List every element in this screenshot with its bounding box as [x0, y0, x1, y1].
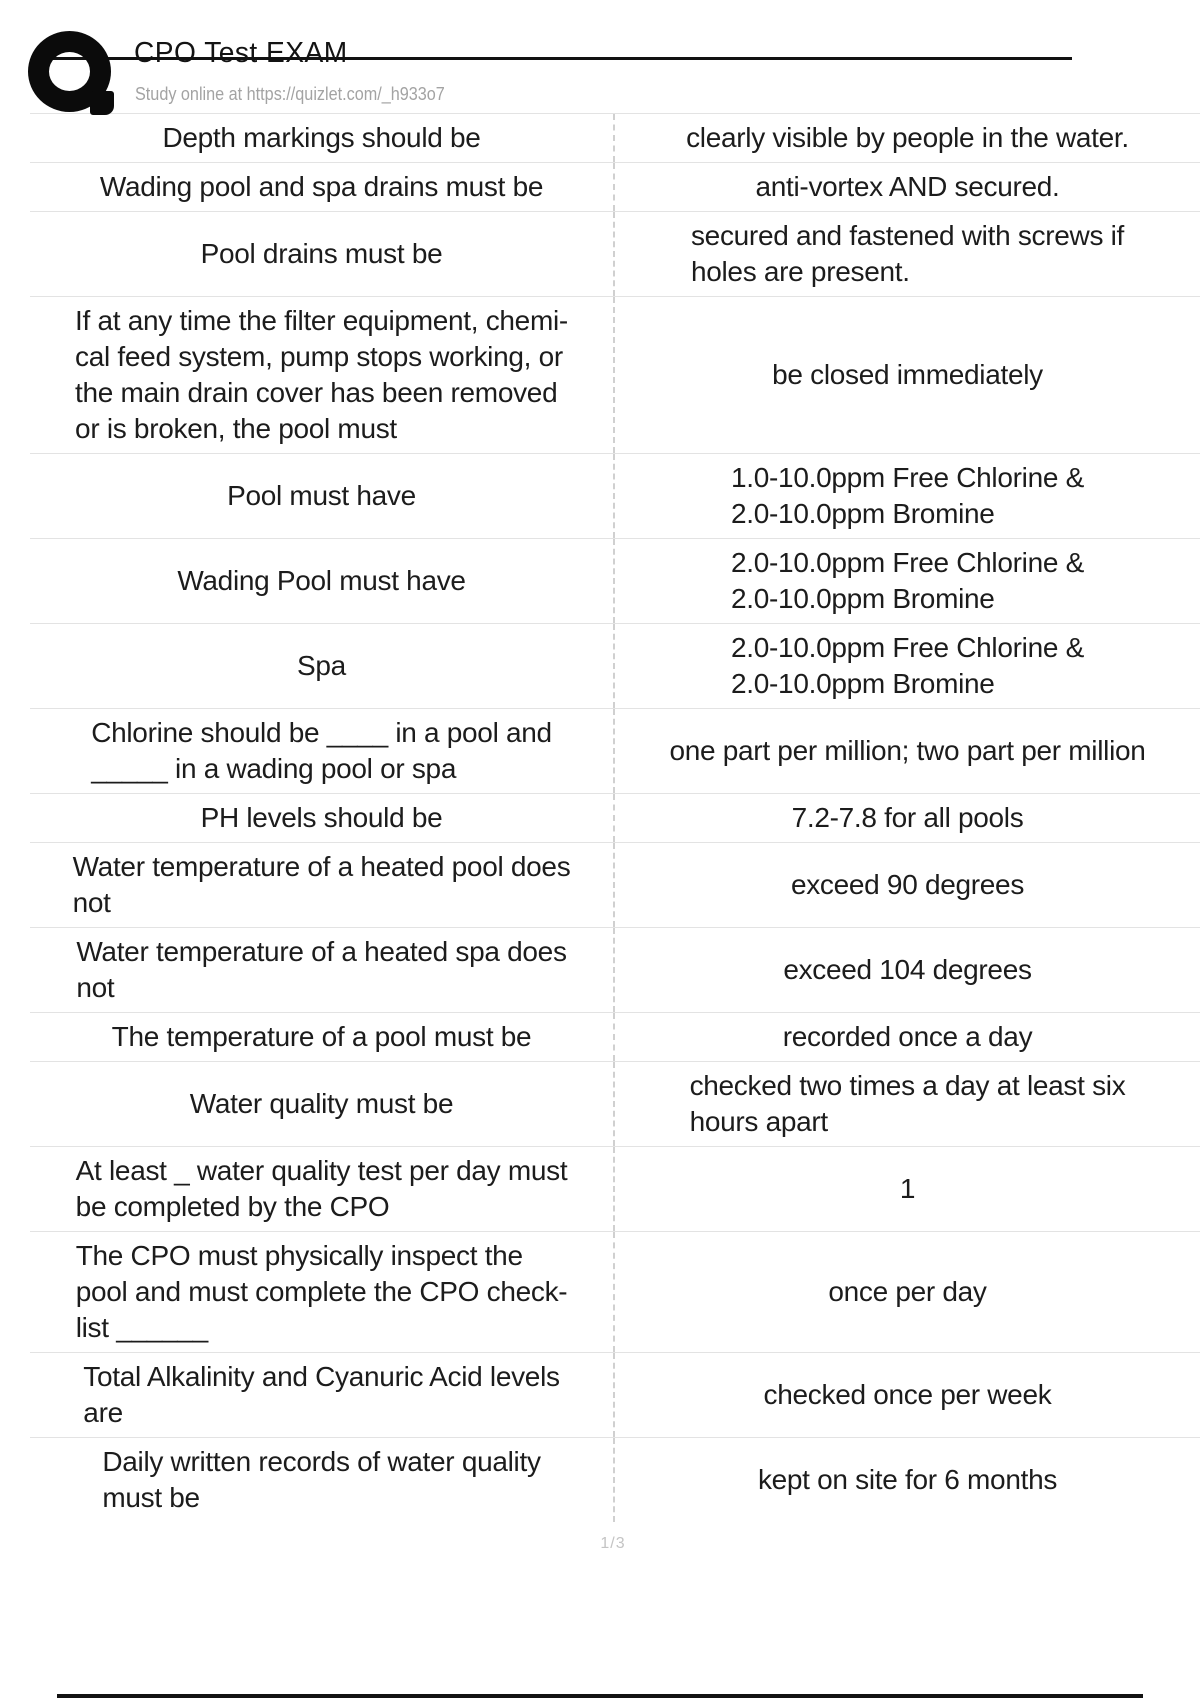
table-row: Wading pool and spa drains must be anti-… — [30, 163, 1200, 212]
answer-text: be closed immediately — [772, 359, 1043, 390]
answer-cell: recorded once a day — [613, 1013, 1200, 1061]
question-text: The CPO must physically inspect the pool… — [75, 1240, 568, 1343]
answer-cell: be closed immediately — [613, 297, 1200, 453]
question-cell: Pool drains must be — [30, 212, 613, 296]
question-cell: Water temperature of a heated pool does … — [30, 843, 613, 927]
question-text: Depth markings should be — [162, 122, 481, 153]
answer-cell: one part per million; two part per milli… — [613, 709, 1200, 793]
table-row: Water temperature of a heated spa does n… — [30, 928, 1200, 1013]
table-row: Water temperature of a heated pool does … — [30, 843, 1200, 928]
answer-text: one part per million; two part per milli… — [669, 735, 1146, 766]
question-text: Wading Pool must have — [177, 565, 466, 596]
table-row: PH levels should be 7.2-7.8 for all pool… — [30, 794, 1200, 843]
answer-cell: secured and fastened with screws if hole… — [613, 212, 1200, 296]
answer-cell: 1.0-10.0ppm Free Chlorine & 2.0-10.0ppm … — [613, 454, 1200, 538]
answer-text: 1.0-10.0ppm Free Chlorine & 2.0-10.0ppm … — [731, 462, 1084, 529]
answer-cell: 2.0-10.0ppm Free Chlorine & 2.0-10.0ppm … — [613, 539, 1200, 623]
question-cell: If at any time the filter equipment, che… — [30, 297, 613, 453]
answer-text: 2.0-10.0ppm Free Chlorine & 2.0-10.0ppm … — [731, 547, 1084, 614]
answer-text: clearly visible by people in the water. — [686, 122, 1129, 153]
answer-text: exceed 90 degrees — [790, 869, 1025, 900]
table-row: Water quality must be checked two times … — [30, 1062, 1200, 1147]
table-row: At least _ water quality test per day mu… — [30, 1147, 1200, 1232]
question-cell: Water temperature of a heated spa does n… — [30, 928, 613, 1012]
table-row: Spa 2.0-10.0ppm Free Chlorine & 2.0-10.0… — [30, 624, 1200, 709]
answer-cell: 1 — [613, 1147, 1200, 1231]
title-strikethrough-line — [47, 57, 1072, 60]
question-text: Wading pool and spa drains must be — [99, 171, 544, 202]
answer-cell: 7.2-7.8 for all pools — [613, 794, 1200, 842]
question-text: Pool must have — [227, 480, 416, 511]
answer-text: exceed 104 degrees — [783, 954, 1032, 985]
question-cell: Wading Pool must have — [30, 539, 613, 623]
page-title: CPO Test EXAM — [134, 37, 348, 69]
answer-text: 1 — [899, 1173, 916, 1204]
quizlet-q-logo-icon — [28, 31, 116, 115]
answer-cell: exceed 104 degrees — [613, 928, 1200, 1012]
table-row: The temperature of a pool must be record… — [30, 1013, 1200, 1062]
table-row: Depth markings should be clearly visible… — [30, 114, 1200, 163]
question-text: Total Alkalinity and Cyanuric Acid level… — [83, 1361, 560, 1428]
table-row: The CPO must physically inspect the pool… — [30, 1232, 1200, 1353]
question-cell: The temperature of a pool must be — [30, 1013, 613, 1061]
question-cell: PH levels should be — [30, 794, 613, 842]
table-row: Pool must have 1.0-10.0ppm Free Chlorine… — [30, 454, 1200, 539]
question-text: PH levels should be — [200, 802, 443, 833]
answer-cell: 2.0-10.0ppm Free Chlorine & 2.0-10.0ppm … — [613, 624, 1200, 708]
answer-text: 2.0-10.0ppm Free Chlorine & 2.0-10.0ppm … — [731, 632, 1084, 699]
answer-text: anti-vortex AND secured. — [755, 171, 1060, 202]
question-text: Water temperature of a heated spa does n… — [76, 936, 567, 1003]
answer-text: once per day — [828, 1276, 987, 1307]
answer-text: checked once per week — [763, 1379, 1052, 1410]
question-cell: Pool must have — [30, 454, 613, 538]
question-text: Spa — [297, 650, 346, 681]
page-subtitle: Study online at https://quizlet.com/_h93… — [135, 84, 445, 104]
question-cell: Total Alkalinity and Cyanuric Acid level… — [30, 1353, 613, 1437]
question-text: Pool drains must be — [200, 238, 443, 269]
question-text: Daily written records of water quality m… — [102, 1446, 541, 1513]
answer-cell: checked once per week — [613, 1353, 1200, 1437]
question-cell: Depth markings should be — [30, 114, 613, 162]
question-text: If at any time the filter equipment, che… — [75, 305, 568, 444]
answer-cell: once per day — [613, 1232, 1200, 1352]
question-cell: The CPO must physically inspect the pool… — [30, 1232, 613, 1352]
table-row: Daily written records of water quality m… — [30, 1438, 1200, 1522]
bottom-divider-line — [57, 1694, 1143, 1698]
page-number: 1/3 — [600, 1535, 626, 1552]
q-logo-tail — [90, 91, 114, 115]
study-table: Depth markings should be clearly visible… — [30, 113, 1200, 1522]
answer-text: recorded once a day — [782, 1021, 1033, 1052]
question-text: Water temperature of a heated pool does … — [72, 851, 571, 918]
question-text: At least _ water quality test per day mu… — [75, 1155, 568, 1222]
table-row: If at any time the filter equipment, che… — [30, 297, 1200, 454]
answer-text: secured and fastened with screws if hole… — [690, 220, 1125, 287]
answer-text: kept on site for 6 months — [757, 1464, 1058, 1495]
question-cell: Water quality must be — [30, 1062, 613, 1146]
question-text: The temperature of a pool must be — [111, 1021, 532, 1052]
answer-cell: kept on site for 6 months — [613, 1438, 1200, 1522]
question-text: Water quality must be — [189, 1088, 454, 1119]
question-cell: Daily written records of water quality m… — [30, 1438, 613, 1522]
answer-cell: checked two times a day at least six hou… — [613, 1062, 1200, 1146]
question-cell: Wading pool and spa drains must be — [30, 163, 613, 211]
table-row: Total Alkalinity and Cyanuric Acid level… — [30, 1353, 1200, 1438]
answer-cell: exceed 90 degrees — [613, 843, 1200, 927]
answer-cell: clearly visible by people in the water. — [613, 114, 1200, 162]
question-cell: Spa — [30, 624, 613, 708]
question-text: Chlorine should be ____ in a pool and __… — [91, 717, 552, 784]
question-cell: Chlorine should be ____ in a pool and __… — [30, 709, 613, 793]
question-cell: At least _ water quality test per day mu… — [30, 1147, 613, 1231]
table-row: Chlorine should be ____ in a pool and __… — [30, 709, 1200, 794]
answer-text: checked two times a day at least six hou… — [689, 1070, 1126, 1137]
answer-text: 7.2-7.8 for all pools — [791, 802, 1024, 833]
answer-cell: anti-vortex AND secured. — [613, 163, 1200, 211]
table-row: Pool drains must be secured and fastened… — [30, 212, 1200, 297]
table-row: Wading Pool must have 2.0-10.0ppm Free C… — [30, 539, 1200, 624]
